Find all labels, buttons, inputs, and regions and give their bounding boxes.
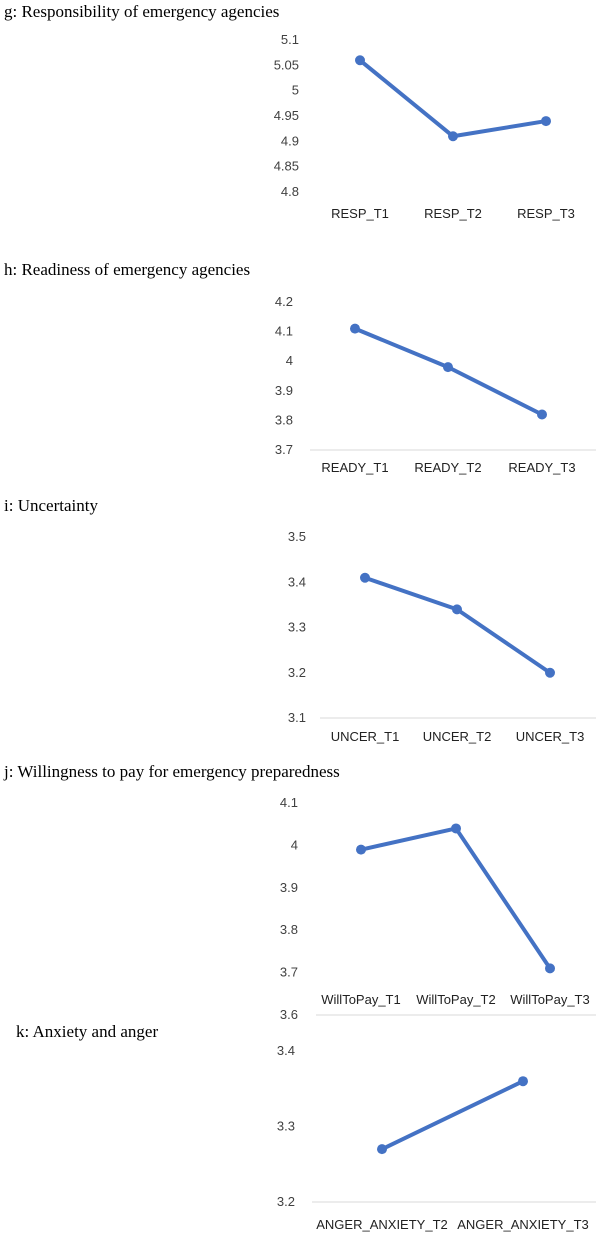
y-tick-label: 4.9: [281, 133, 299, 148]
y-tick-label: 3.3: [277, 1119, 295, 1134]
y-tick-label: 5.1: [281, 32, 299, 47]
y-tick-label: 5.05: [274, 57, 299, 72]
x-tick-label: READY_T1: [321, 460, 388, 475]
data-point: [443, 362, 453, 373]
data-point: [448, 131, 458, 142]
x-tick-label: UNCER_T2: [423, 729, 492, 744]
y-tick-label: 3.3: [288, 620, 306, 635]
data-point: [355, 55, 365, 66]
line-chart-readiness: 4.2 4.1 4 3.9 3.8 3.7 READY_T1 READY_T2 READY_T3: [275, 294, 596, 475]
data-point: [545, 667, 555, 678]
x-tick-label: READY_T2: [414, 460, 481, 475]
chart-title: j: Willingness to pay for emergency prep…: [4, 762, 340, 781]
y-tick-label: 3.4: [288, 574, 306, 589]
y-tick-label: 3.2: [277, 1194, 295, 1209]
y-tick-label: 3.7: [280, 965, 298, 980]
y-tick-label: 3.9: [275, 383, 293, 398]
line-chart-willingness-to-pay: 4.1 4 3.9 3.8 3.7 3.6 WillToPay_T1 WillToPay_T2…: [280, 795, 596, 1022]
chart-title: k: Anxiety and anger: [16, 1022, 159, 1041]
x-tick-label: READY_T3: [508, 460, 575, 475]
data-point: [350, 323, 360, 334]
x-tick-label: UNCER_T1: [331, 729, 400, 744]
data-point: [451, 823, 461, 834]
x-tick-label: RESP_T1: [331, 206, 389, 221]
x-tick-label: RESP_T2: [424, 206, 482, 221]
data-point: [537, 409, 547, 420]
x-tick-label: ANGER_ANXIETY_T2: [316, 1217, 448, 1232]
line-chart-uncertainty: 3.5 3.4 3.3 3.2 3.1 UNCER_T1 UNCER_T2 UNCER_T3: [288, 529, 596, 744]
y-tick-label: 3.6: [280, 1007, 298, 1022]
line-chart-responsibility: 5.1 5.05 5 4.95 4.9 4.85 4.8 RESP_T1 RESP_T2 RESP…: [274, 32, 575, 221]
x-tick-label: RESP_T3: [517, 206, 575, 221]
line-chart-anxiety-anger: 3.4 3.3 3.2 ANGER_ANXIETY_T2 ANGER_ANXIETY_T…: [277, 1043, 596, 1232]
y-tick-label: 4: [286, 353, 293, 368]
y-tick-label: 4: [291, 837, 298, 852]
series-line: [380, 1079, 525, 1152]
y-tick-label: 4.1: [280, 795, 298, 810]
data-point: [452, 604, 462, 615]
y-tick-label: 4.1: [275, 324, 293, 339]
y-tick-label: 3.8: [280, 922, 298, 937]
y-tick-label: 5: [292, 83, 299, 98]
series-line: [363, 575, 552, 675]
data-point: [541, 116, 551, 127]
y-tick-label: 3.9: [280, 880, 298, 895]
chart-title: h: Readiness of emergency agencies: [4, 260, 251, 279]
y-tick-label: 3.7: [275, 442, 293, 457]
y-tick-label: 4.85: [274, 159, 299, 174]
chart-panel-g: g: Responsibility of emergency agencies …: [0, 0, 598, 235]
x-tick-label: UNCER_T3: [516, 729, 585, 744]
data-point: [377, 1144, 387, 1155]
x-tick-label: ANGER_ANXIETY_T3: [457, 1217, 589, 1232]
x-tick-label: WillToPay_T2: [416, 992, 495, 1007]
chart-panel-h: h: Readiness of emergency agencies 4.2 4.…: [0, 258, 598, 488]
y-tick-label: 4.8: [281, 184, 299, 199]
y-tick-label: 4.95: [274, 108, 299, 123]
x-tick-label: WillToPay_T1: [321, 992, 400, 1007]
chart-title: g: Responsibility of emergency agencies: [4, 2, 280, 21]
y-tick-label: 3.5: [288, 529, 306, 544]
chart-panel-i: i: Uncertainty 3.5 3.4 3.3 3.2 3.1 UNCER_T1 UN…: [0, 494, 598, 756]
y-tick-label: 3.2: [288, 665, 306, 680]
chart-panel-j: j: Willingness to pay for emergency prep…: [0, 760, 598, 1022]
data-point: [545, 963, 555, 974]
y-tick-label: 3.1: [288, 710, 306, 725]
x-tick-label: WillToPay_T3: [510, 992, 589, 1007]
chart-title: i: Uncertainty: [4, 496, 98, 515]
y-tick-label: 3.4: [277, 1043, 295, 1058]
data-point: [356, 844, 366, 855]
y-tick-label: 4.2: [275, 294, 293, 309]
series-line: [358, 58, 548, 139]
y-tick-label: 3.8: [275, 412, 293, 427]
series-line: [359, 826, 552, 971]
data-point: [518, 1076, 528, 1087]
data-point: [360, 572, 370, 583]
chart-panel-k: k: Anxiety and anger 3.4 3.3 3.2 ANGER_ANXI…: [0, 1016, 598, 1240]
